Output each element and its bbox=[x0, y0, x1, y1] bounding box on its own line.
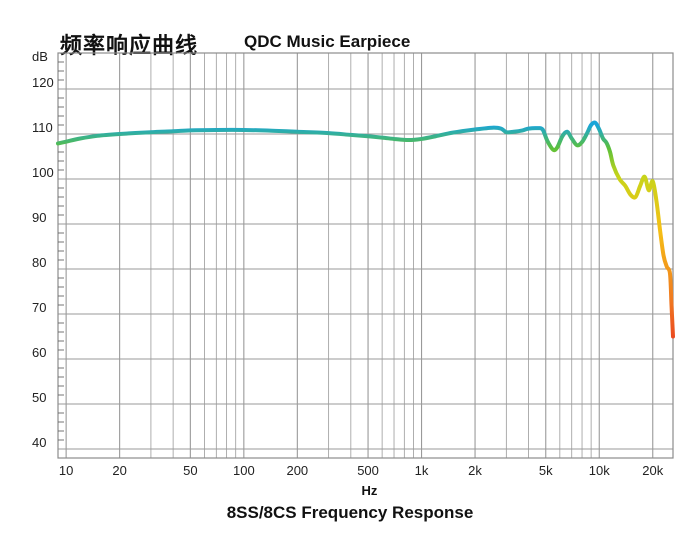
y-minor-ticks bbox=[58, 61, 64, 441]
x-tick-label: 500 bbox=[357, 463, 379, 478]
y-tick-label: 60 bbox=[32, 345, 46, 360]
chart-subtitle: QDC Music Earpiece bbox=[244, 32, 411, 51]
y-tick-label: 80 bbox=[32, 255, 46, 270]
y-axis-label: dB bbox=[32, 49, 48, 64]
x-tick-labels: 10 20 50 100 200 500 1k 2k 5k 10k 20k bbox=[59, 463, 664, 478]
plot-frame bbox=[57, 52, 674, 459]
x-tick-label: 50 bbox=[183, 463, 197, 478]
chart-caption: 8SS/8CS Frequency Response bbox=[226, 503, 474, 522]
series-line bbox=[56, 120, 675, 339]
x-tick-label: 20 bbox=[112, 463, 126, 478]
x-tick-label: 100 bbox=[233, 463, 255, 478]
minor-grid bbox=[57, 53, 654, 458]
y-tick-label: 90 bbox=[32, 210, 46, 225]
x-tick-label: 2k bbox=[468, 463, 482, 478]
x-tick-label: 5k bbox=[539, 463, 553, 478]
y-tick-label: 110 bbox=[32, 120, 53, 135]
x-tick-label: 10 bbox=[59, 463, 73, 478]
y-tick-label: 100 bbox=[32, 165, 54, 180]
x-tick-label: 1k bbox=[415, 463, 429, 478]
y-tick-label: 70 bbox=[32, 300, 46, 315]
chart-title: 频率响应曲线 bbox=[60, 34, 199, 59]
x-axis-label: Hz bbox=[361, 483, 377, 498]
y-tick-label: 40 bbox=[32, 435, 46, 450]
x-tick-label: 10k bbox=[589, 463, 610, 478]
y-tick-labels: 40 50 60 70 80 90 100 110 120 bbox=[32, 75, 54, 450]
y-tick-label: 50 bbox=[32, 390, 46, 405]
x-tick-label: 200 bbox=[286, 463, 308, 478]
y-tick-label: 120 bbox=[32, 75, 54, 90]
x-tick-label: 20k bbox=[642, 463, 663, 478]
major-grid bbox=[58, 88, 673, 450]
